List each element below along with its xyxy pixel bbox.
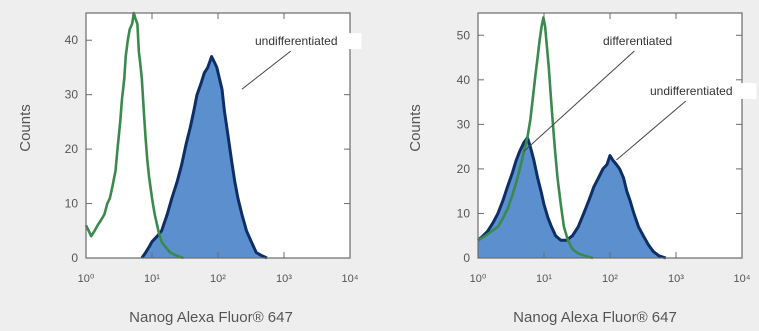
y-axis-label: Counts — [407, 104, 424, 152]
x-tick-label: 10² — [210, 273, 226, 285]
annotation-backing — [251, 33, 362, 49]
histogram-outline-1 — [477, 136, 667, 260]
y-tick-label: 40 — [457, 73, 471, 87]
x-tick-label: 10¹ — [536, 273, 552, 285]
left-histogram-panel: 10⁰ 10¹ 10² 10³ 10⁴ 0 10 20 30 40 Nanog Alexa Fluo… — [17, 11, 362, 326]
histogram-line-1 — [477, 16, 594, 260]
y-tick-label: 10 — [65, 197, 79, 211]
y-tick-label: 50 — [457, 28, 471, 42]
annotation-leader-line — [241, 50, 292, 90]
x-tick-label: 10⁴ — [342, 273, 359, 285]
annotation-label: undifferentiated — [650, 84, 733, 98]
x-tick-label: 10³ — [276, 273, 292, 285]
x-tick-label: 10³ — [668, 273, 684, 285]
annotation-label: undifferentiated — [255, 34, 338, 48]
y-tick-label: 20 — [65, 142, 79, 156]
annotation-label: differentiated — [603, 34, 672, 48]
annotation-backing — [646, 83, 757, 99]
y-tick-label: 30 — [457, 117, 471, 131]
x-tick-label: 10⁰ — [78, 273, 95, 285]
y-tick-label: 30 — [65, 88, 79, 102]
x-axis-label: Nanog Alexa Fluor® 647 — [129, 309, 293, 326]
x-tick-label: 10⁰ — [470, 273, 487, 285]
x-tick-label: 10¹ — [144, 273, 160, 285]
histogram-line-0 — [84, 11, 184, 260]
histogram-outline-0 — [140, 55, 268, 260]
annotation-backing — [599, 33, 697, 49]
annotation-leader-line — [616, 100, 687, 161]
right-histogram-panel: 10⁰ 10¹ 10² 10³ 10⁴ 0 10 20 30 40 50 Nanog Alexa Fl… — [407, 12, 757, 326]
y-tick-label: 20 — [457, 162, 471, 176]
y-tick-label: 0 — [71, 251, 78, 265]
x-tick-label: 10⁴ — [734, 273, 751, 285]
y-axis-label: Counts — [17, 104, 34, 152]
histogram-fill-1 — [478, 137, 666, 258]
histogram-fill-0 — [141, 56, 267, 258]
y-tick-label: 10 — [457, 206, 471, 220]
x-tick-label: 10² — [602, 273, 618, 285]
y-tick-label: 40 — [65, 33, 79, 47]
y-tick-label: 0 — [463, 251, 470, 265]
annotation-leader-line — [523, 50, 635, 152]
x-axis-label: Nanog Alexa Fluor® 647 — [513, 309, 677, 326]
